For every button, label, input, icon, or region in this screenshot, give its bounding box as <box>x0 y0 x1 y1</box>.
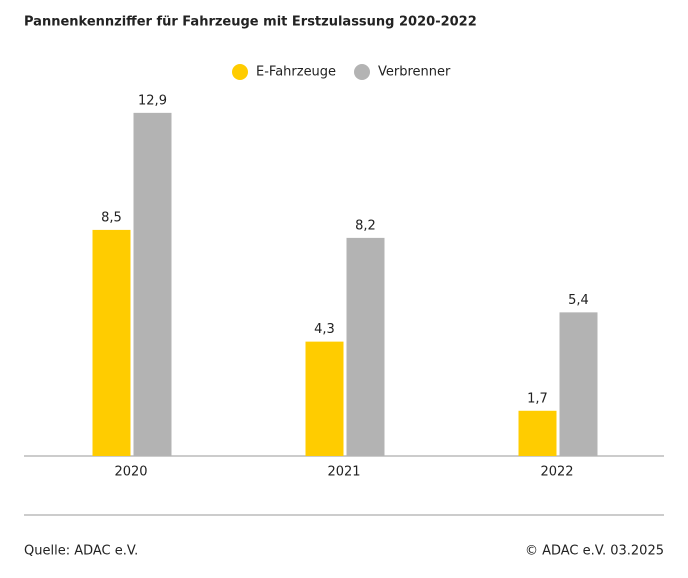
x-tick-label: 2022 <box>540 465 573 480</box>
legend-marker <box>232 64 248 80</box>
bar <box>559 312 598 456</box>
value-label: 12,9 <box>138 93 167 108</box>
value-label: 5,4 <box>568 293 589 308</box>
source: Quelle: ADAC e.V. <box>24 544 138 559</box>
value-label: 8,5 <box>101 210 122 225</box>
legend-label: Verbrenner <box>378 65 451 80</box>
bar <box>518 410 557 456</box>
legend-marker <box>354 64 370 80</box>
bar <box>92 229 131 456</box>
bar <box>133 112 172 457</box>
chart-title: Pannenkennziffer für Fahrzeuge mit Erstz… <box>24 15 477 30</box>
legend-label: E-Fahrzeuge <box>256 65 336 80</box>
value-label: 1,7 <box>527 391 548 406</box>
x-tick-label: 2020 <box>114 465 147 480</box>
value-label: 4,3 <box>314 322 335 337</box>
value-label: 8,2 <box>355 218 376 233</box>
bar <box>305 341 344 456</box>
bar <box>346 237 385 456</box>
credit: © ADAC e.V. 03.2025 <box>525 544 664 559</box>
x-tick-label: 2021 <box>327 465 360 480</box>
